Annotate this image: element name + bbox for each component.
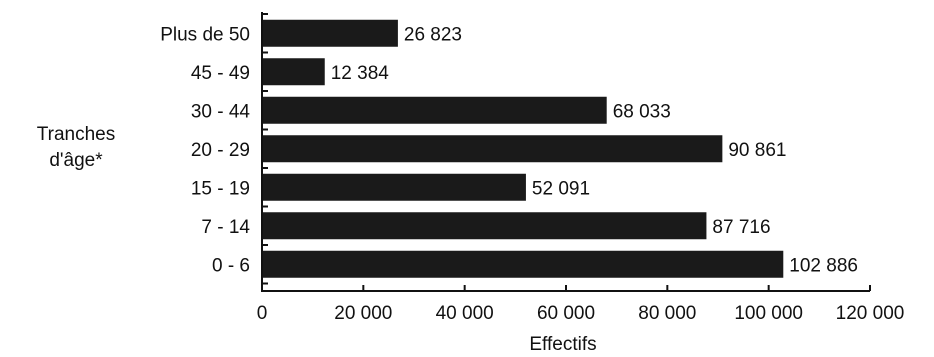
bar [262,212,707,240]
value-label: 26 823 [404,24,462,45]
x-tick-label: 100 000 [734,303,803,324]
x-tick-label: 80 000 [638,303,696,324]
bar [262,96,607,124]
x-axis: 0 20 000 40 000 60 000 80 000 100 000 120 000 [257,285,905,324]
bar [262,173,526,201]
category-label: Plus de 50 [160,24,250,45]
bar [262,19,398,47]
value-label: 87 716 [712,217,770,238]
bars-group [262,19,784,278]
value-label: 90 861 [728,140,786,161]
category-label: 7 - 14 [201,217,250,238]
y-axis-title: Tranches d'âge* [37,124,116,171]
bar [262,250,784,278]
x-axis-title: Effectifs [529,334,596,355]
x-tick-label: 0 [257,303,268,324]
value-label: 68 033 [613,101,671,122]
value-label: 12 384 [331,63,390,84]
x-tick-label: 60 000 [537,303,595,324]
category-labels: Plus de 50 45 - 49 30 - 44 20 - 29 15 - 19 7 … [160,24,250,276]
category-label: 20 - 29 [191,140,250,161]
bar [262,58,325,86]
value-label: 102 886 [789,255,858,276]
value-labels: 26 823 12 384 68 033 90 861 52 091 87 716 102 … [331,24,858,276]
category-label: 30 - 44 [191,101,251,122]
x-tick-label: 20 000 [334,303,392,324]
value-label: 52 091 [532,178,590,199]
x-tick-label: 120 000 [836,303,905,324]
category-label: 0 - 6 [212,255,250,276]
y-axis-title-line-2: d'âge* [49,150,103,171]
y-axis-title-line-1: Tranches [37,124,116,145]
x-tick-label: 40 000 [436,303,494,324]
bar [262,135,723,163]
category-label: 15 - 19 [191,178,250,199]
y-axis [261,12,268,291]
category-label: 45 - 49 [191,63,250,84]
